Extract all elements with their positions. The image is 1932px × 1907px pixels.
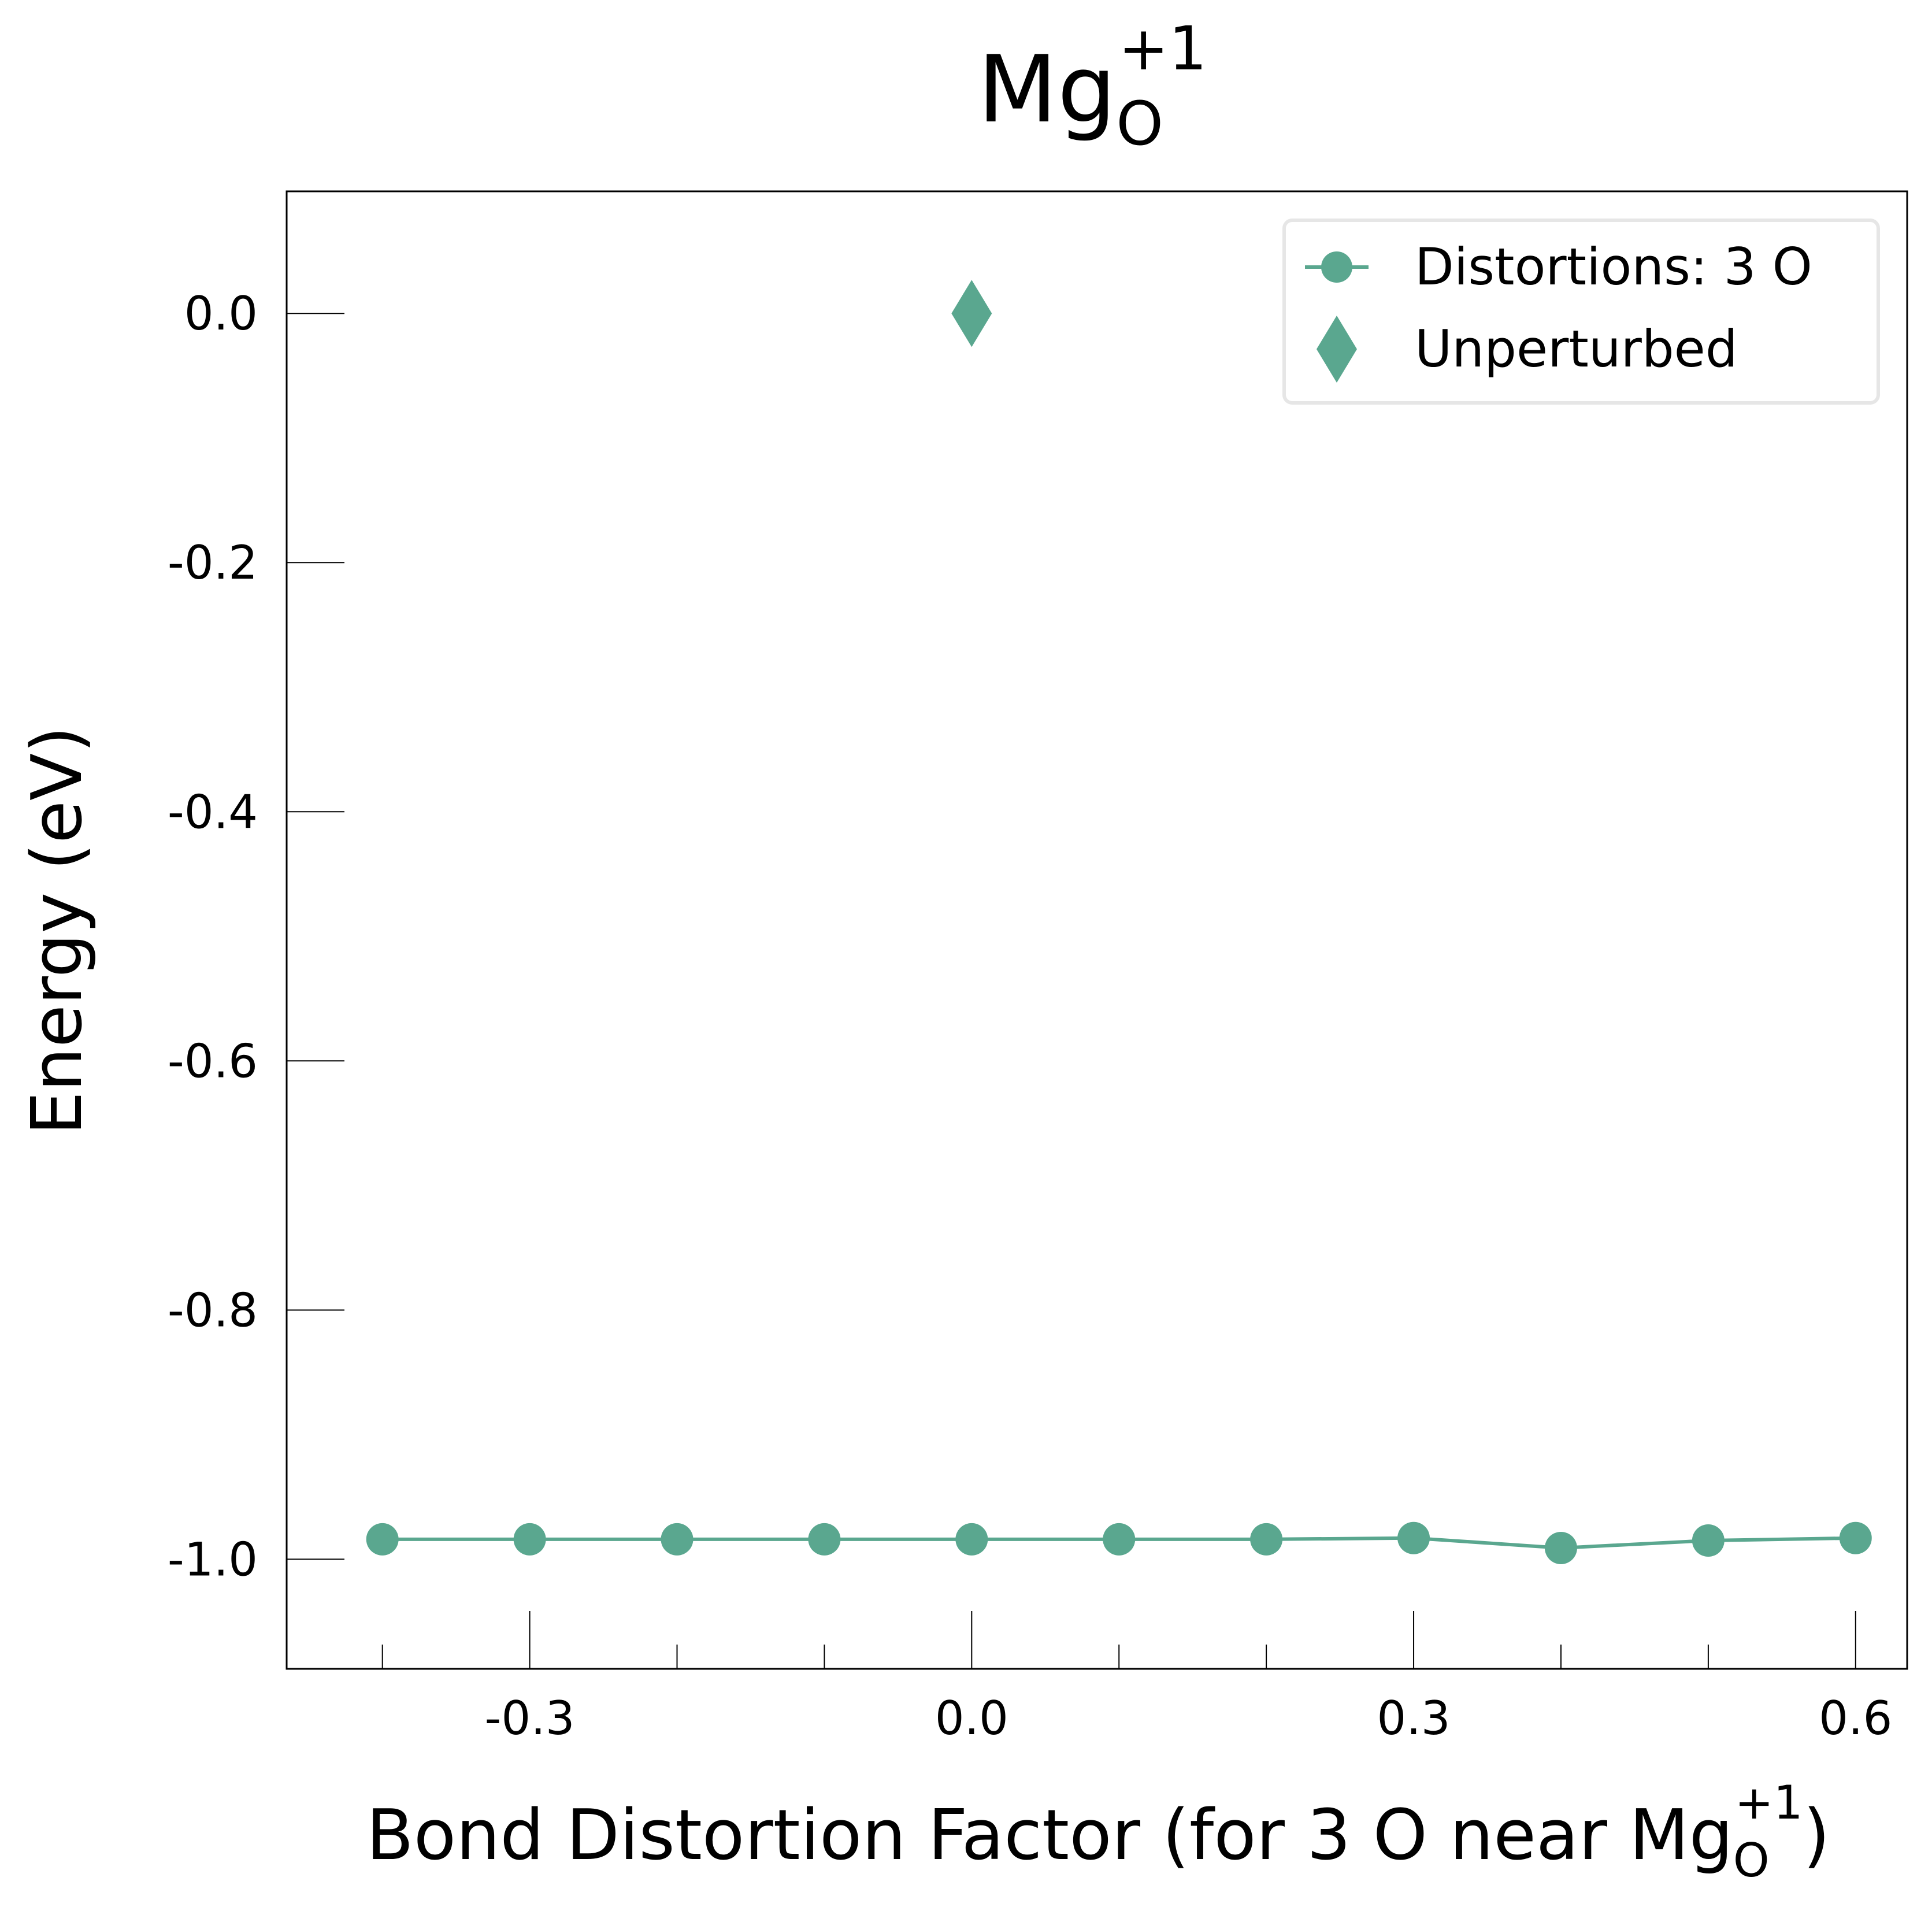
data-point-distortions: [1250, 1523, 1283, 1556]
y-tick-label: -0.8: [168, 1283, 258, 1337]
chart-title: MgO+1: [978, 13, 1207, 159]
x-tick-label: -0.3: [485, 1691, 575, 1745]
data-point-distortions: [1397, 1521, 1430, 1554]
legend: Distortions: 3 O Unperturbed: [1282, 219, 1880, 405]
data-point-distortions: [1839, 1521, 1872, 1554]
legend-label-unperturbed: Unperturbed: [1415, 319, 1738, 379]
data-point-distortions: [513, 1523, 546, 1556]
y-tick-label: -0.6: [168, 1034, 258, 1088]
x-axis-label-tail: ): [1803, 1795, 1830, 1876]
data-point-distortions: [808, 1523, 841, 1556]
x-axis-label-main: Bond Distortion Factor (for 3 O near Mg: [366, 1795, 1733, 1876]
y-axis-label: Energy (eV): [17, 726, 98, 1135]
chart-title-main: Mg: [978, 35, 1117, 143]
legend-label-distortions: Distortions: 3 O: [1415, 237, 1812, 297]
chart-title-sup: +1: [1118, 13, 1207, 84]
x-axis-label: Bond Distortion Factor (for 3 O near MgO…: [366, 1776, 1830, 1887]
legend-marker-distortions: [1321, 251, 1352, 283]
x-axis-label-sub: O: [1733, 1834, 1770, 1887]
y-tick-label: -0.2: [168, 536, 258, 590]
data-point-distortions: [366, 1523, 399, 1556]
y-tick-label: -0.4: [168, 785, 258, 839]
x-axis-label-sup: +1: [1735, 1776, 1803, 1830]
x-axis: -0.3 0.0 0.3 0.6: [381, 1611, 1892, 1745]
data-point-distortions: [955, 1523, 988, 1556]
data-point-unperturbed: [951, 280, 992, 347]
y-axis: 0.0 -0.2 -0.4 -0.6 -0.8 -1.0: [168, 287, 344, 1586]
data-point-distortions: [1692, 1524, 1725, 1557]
x-tick-label: 0.6: [1819, 1691, 1892, 1745]
legend-marker-unperturbed: [1317, 316, 1357, 383]
plot-frame: [285, 190, 1908, 1670]
x-tick-label: 0.0: [935, 1691, 1008, 1745]
chart-title-sub: O: [1116, 88, 1163, 159]
plot-series: [366, 280, 1872, 1564]
data-point-distortions: [1103, 1523, 1136, 1556]
legend-box: [1282, 219, 1880, 405]
data-point-distortions: [661, 1523, 694, 1556]
y-tick-label: 0.0: [184, 287, 258, 340]
y-tick-label: -1.0: [168, 1532, 258, 1586]
data-point-distortions: [1544, 1531, 1577, 1564]
x-tick-label: 0.3: [1377, 1691, 1450, 1745]
